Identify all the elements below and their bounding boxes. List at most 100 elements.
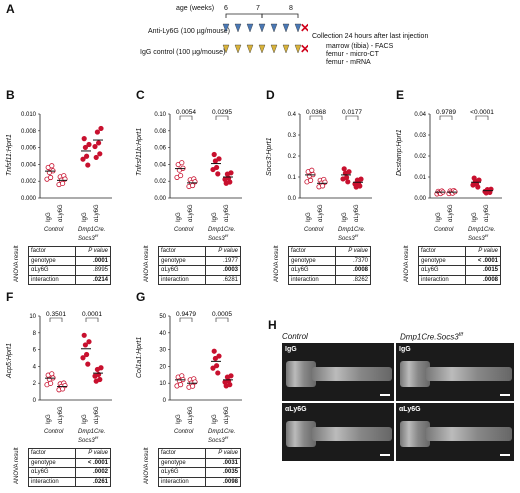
panel-g: G Col1a1:Hprt1 0 10 20 30 40 50 0.9479 0.0005 IgG α… [130,290,258,490]
anova-label: ANOVA result [14,447,20,484]
anova-p-value: .6281 [205,274,241,285]
anova-factor: genotype [158,457,206,468]
y-tick-label: 50 [159,314,166,320]
data-point [211,151,217,158]
microct-dmp-igg: IgG [396,343,514,401]
injection-marker [222,44,230,54]
data-point [81,332,87,338]
anova-factor: genotype [28,255,76,266]
data-point [215,370,221,376]
anova-factor: interaction [28,274,76,285]
anova-row: interaction .6281 [158,274,241,285]
row-igg: IgG control (100 µg/mouse) [140,49,226,56]
anova-row: αLy6G .0015 [418,265,501,276]
microct-control-igg: IgG [282,343,394,401]
collection-cross-icon: ✕ [300,21,308,35]
anova-p-value: < .0001 [465,255,501,266]
data-point [84,153,90,159]
anova-p-value: .8995 [75,265,111,276]
x-group-label: IgG [212,212,218,222]
anova-row: genotype .1977 [158,255,241,266]
y-tick-label: 4 [33,364,37,370]
group-control-label: Control [174,429,194,435]
x-group-label: IgG [46,212,52,222]
anova-factor: genotype [158,255,206,266]
injection-marker [294,23,302,33]
injection-marker [234,23,242,33]
y-tick-label: 0.004 [21,162,37,168]
significance-bracket [439,115,453,120]
anova-table: factor P value genotype .0031 αLy6G .0035 inte… [158,448,241,487]
x-group-label: αLy6G [188,204,194,222]
injection-marker [234,44,242,54]
y-tick-label: 10 [29,314,36,320]
anova-factor: genotype [418,255,466,266]
y-tick-label: 0.002 [21,179,37,185]
y-tick-label: 0.0 [288,196,297,202]
anova-table: factor P value genotype < .0001 αLy6G .0015 in… [418,246,501,285]
anova-factor: αLy6G [288,265,336,276]
anova-p-value: .0008 [465,274,501,285]
data-point [345,179,351,185]
anova-p-value: P value [75,448,111,459]
anova-p-value: .0035 [205,467,241,478]
x-group-label: αLy6G [484,204,490,222]
injection-marker [246,44,254,54]
anova-p-value: .8262 [335,274,371,285]
panel-label: D [266,88,275,102]
data-point [47,174,54,181]
week-7: 7 [256,5,260,12]
anova-factor: αLy6G [28,265,76,276]
row-anti-ly6g: Anti-Ly6G (100 µg/mouse) [148,28,230,35]
significance-bracket [85,317,99,322]
scatter-plot: 0.0 0.1 0.2 0.3 0.4 0.0368 0.0177 [288,109,372,202]
scatter-plot: 0.000 0.002 0.004 0.006 0.008 0.010 [21,112,112,202]
data-point [98,365,104,371]
week-bracket [261,13,299,18]
significance-p-value: 0.3501 [46,311,66,318]
anova-factor: interaction [418,274,466,285]
panel-label: F [6,290,14,304]
anova-p-value: .0015 [465,265,501,276]
y-tick-label: 0 [163,398,167,404]
anova-row: factor P value [418,246,501,257]
anova-p-value: P value [75,246,111,257]
data-point [177,382,184,388]
significance-p-value: 0.9789 [436,109,456,116]
significance-p-value: 0.0005 [212,311,232,318]
panel-label-h: H [268,318,277,332]
anova-table: factor P value genotype < .0001 αLy6G .0002 in… [28,448,111,487]
anova-factor: interaction [158,476,206,487]
collection-note: Collection 24 hours after last injection [312,33,429,40]
x-group-label: IgG [342,212,348,222]
anova-p-value: .0001 [75,255,111,266]
week-bracket [225,13,263,18]
x-group-label: αLy6G [354,204,360,222]
data-point [210,365,216,371]
anova-factor: genotype [288,255,336,266]
anova-row: factor P value [288,246,371,257]
anova-row: genotype .7370 [288,255,371,266]
x-group-label: IgG [176,414,182,424]
significance-bracket [215,115,229,120]
data-point [85,162,91,168]
data-point [80,355,86,361]
data-point [94,129,101,135]
data-point [80,156,86,162]
injection-marker [282,23,290,33]
anova-row: genotype < .0001 [28,457,111,468]
y-tick-label: 0.000 [21,196,37,202]
group-dmp-label: Dmp1Cre. Socs3f/f [468,227,496,242]
panel-b: B Tnfsf11:Hprt1 0.000 0.002 0.004 0.006 0.008 0… [0,88,128,288]
anova-p-value: P value [205,448,241,459]
y-tick-label: 0.4 [288,112,297,118]
x-group-label: IgG [82,212,88,222]
anova-row: genotype .0031 [158,457,241,468]
significance-bracket [475,115,489,120]
x-group-label: αLy6G [94,204,100,222]
significance-p-value: 0.0368 [306,109,326,116]
x-group-label: IgG [176,212,182,222]
data-point [216,353,222,359]
group-dmp-label: Dmp1Cre. Socs3f/f [78,429,106,444]
y-tick-label: 0.00 [414,196,426,202]
